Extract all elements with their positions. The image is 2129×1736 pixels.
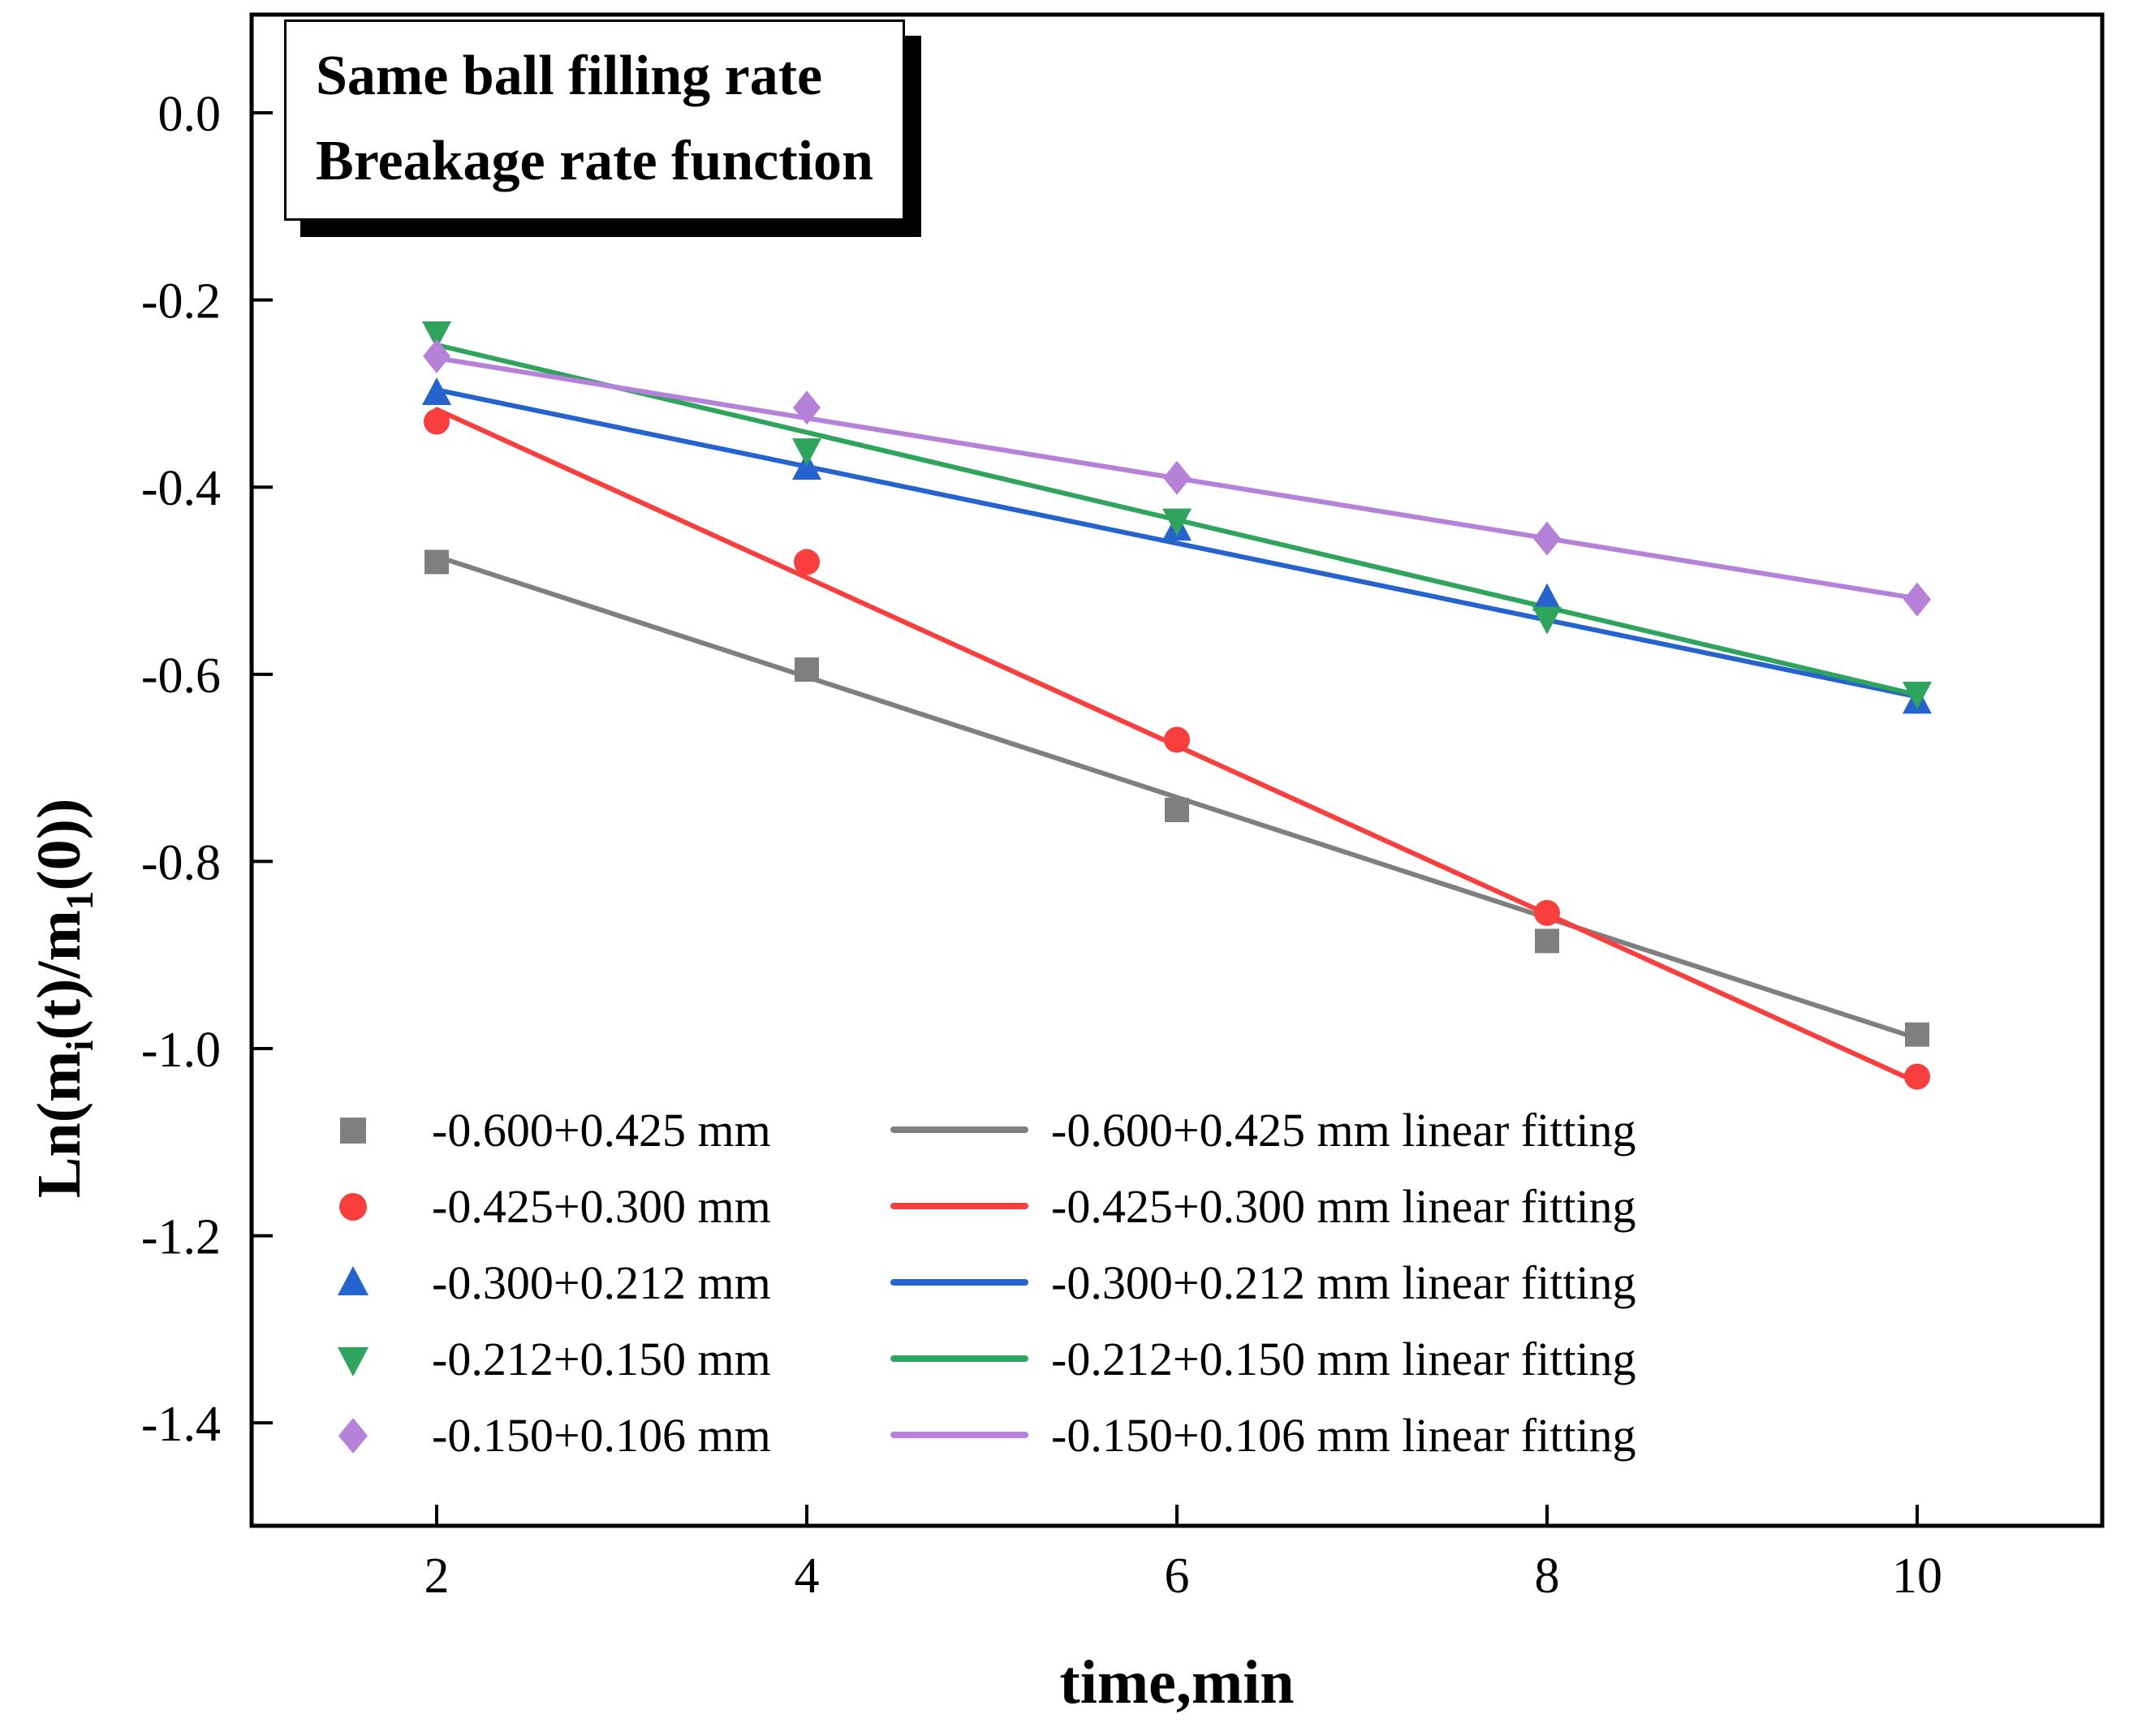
legend-label: -0.600+0.425 mm bbox=[432, 1103, 771, 1157]
chart-title-line1: Same ball filling rate bbox=[316, 45, 823, 107]
legend-fit-label: -0.212+0.150 mm linear fitting bbox=[1051, 1332, 1636, 1385]
legend-label: -0.212+0.150 mm bbox=[432, 1332, 771, 1385]
legend-fit-label: -0.150+0.106 mm linear fitting bbox=[1051, 1408, 1636, 1462]
legend-label: -0.150+0.106 mm bbox=[432, 1408, 771, 1462]
svg-text:-1.0: -1.0 bbox=[141, 1023, 221, 1078]
svg-text:-0.6: -0.6 bbox=[141, 648, 221, 704]
chart-title-line2: Breakage rate function bbox=[316, 130, 873, 192]
legend-label: -0.425+0.300 mm bbox=[432, 1179, 771, 1233]
legend-fit-label: -0.300+0.212 mm linear fitting bbox=[1051, 1256, 1636, 1309]
legend-item: -0.425+0.300 mm -0.425+0.300 mm linear f… bbox=[325, 1168, 1636, 1244]
legend-item: -0.212+0.150 mm -0.212+0.150 mm linear f… bbox=[325, 1320, 1636, 1397]
x-axis-title: time,min bbox=[1059, 1648, 1295, 1717]
triangle-up-marker-icon bbox=[338, 1266, 368, 1295]
legend-item: -0.300+0.212 mm -0.300+0.212 mm linear f… bbox=[325, 1244, 1636, 1320]
svg-text:-0.2: -0.2 bbox=[141, 274, 221, 330]
legend-label: -0.300+0.212 mm bbox=[432, 1256, 771, 1309]
legend-item: -0.150+0.106 mm -0.150+0.106 mm linear f… bbox=[325, 1397, 1636, 1473]
legend-line-swatch bbox=[890, 1126, 1028, 1133]
svg-text:4: 4 bbox=[795, 1549, 820, 1604]
legend: -0.600+0.425 mm -0.600+0.425 mm linear f… bbox=[325, 1092, 1636, 1473]
legend-item: -0.600+0.425 mm -0.600+0.425 mm linear f… bbox=[325, 1092, 1636, 1168]
y-axis-title: Ln(mi(t)/m1(0)) bbox=[24, 798, 102, 1199]
legend-line-swatch bbox=[890, 1432, 1028, 1438]
svg-text:-0.4: -0.4 bbox=[141, 461, 221, 516]
chart-title-box: Same ball filling rate Breakage rate fun… bbox=[284, 19, 905, 221]
diamond-marker-icon bbox=[338, 1418, 368, 1454]
legend-fit-label: -0.425+0.300 mm linear fitting bbox=[1051, 1179, 1636, 1233]
svg-text:10: 10 bbox=[1892, 1549, 1942, 1604]
triangle-down-marker-icon bbox=[338, 1347, 368, 1376]
legend-fit-label: -0.600+0.425 mm linear fitting bbox=[1051, 1103, 1636, 1157]
svg-text:8: 8 bbox=[1535, 1549, 1560, 1604]
legend-line-swatch bbox=[890, 1279, 1028, 1286]
svg-text:0.0: 0.0 bbox=[158, 87, 222, 142]
svg-text:2: 2 bbox=[425, 1549, 450, 1604]
legend-line-swatch bbox=[890, 1355, 1028, 1362]
svg-text:-1.4: -1.4 bbox=[141, 1397, 221, 1452]
svg-text:6: 6 bbox=[1165, 1549, 1190, 1604]
square-marker-icon bbox=[340, 1118, 366, 1144]
legend-line-swatch bbox=[890, 1203, 1028, 1209]
svg-text:-0.8: -0.8 bbox=[141, 835, 221, 890]
circle-marker-icon bbox=[339, 1193, 367, 1221]
svg-text:-1.2: -1.2 bbox=[141, 1210, 221, 1265]
